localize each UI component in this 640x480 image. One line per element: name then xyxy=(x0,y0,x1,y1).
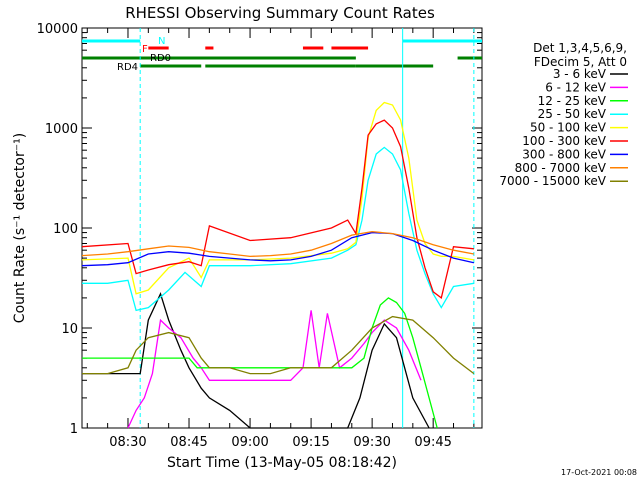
legend-label-1: 6 - 12 keV xyxy=(545,80,607,94)
flag-label-f: F xyxy=(142,44,148,55)
legend-header-line-1: Det 1,3,4,5,6,9, xyxy=(533,41,627,55)
y-tick-label-0: 1 xyxy=(70,422,78,437)
flag-label-n: N xyxy=(158,36,165,47)
x-tick-label-0: 08:30 xyxy=(109,435,146,450)
series-line-3 xyxy=(82,146,475,312)
chart-title: RHESSI Observing Summary Count Rates xyxy=(125,4,435,22)
legend-label-5: 100 - 300 keV xyxy=(522,134,606,148)
legend-label-2: 12 - 25 keV xyxy=(538,94,607,108)
legend-header-line-2: FDecim 5, Att 0 xyxy=(534,55,627,69)
y-tick-label-2: 100 xyxy=(53,222,78,237)
series-line-0 xyxy=(82,291,430,429)
x-tick-label-1: 08:45 xyxy=(170,435,207,450)
series-line-7 xyxy=(81,230,475,258)
legend-label-0: 3 - 6 keV xyxy=(553,67,607,81)
legend-label-3: 25 - 50 keV xyxy=(538,107,607,121)
legend-label-6: 300 - 800 keV xyxy=(522,147,606,161)
x-tick-label-5: 09:45 xyxy=(414,435,451,450)
y-axis-label: Count Rate (s⁻¹ detector⁻¹) xyxy=(12,133,28,323)
series-line-4 xyxy=(81,101,475,295)
flag-label-rd0: RD0 xyxy=(150,53,171,64)
flag-bars xyxy=(82,39,482,68)
y-tick-label-1: 10 xyxy=(61,322,78,337)
legend-label-7: 800 - 7000 keV xyxy=(515,161,607,175)
footer-date: 17-Oct-2021 00:08 xyxy=(561,468,637,477)
series-lines xyxy=(81,101,475,429)
legend-label-4: 50 - 100 keV xyxy=(530,121,607,135)
x-axis-label: Start Time (13-May-05 08:18:42) xyxy=(167,455,397,471)
series-line-8 xyxy=(82,315,475,375)
x-tick-label-4: 09:30 xyxy=(353,435,390,450)
series-line-5 xyxy=(81,119,474,300)
x-tick-label-3: 09:15 xyxy=(292,435,329,450)
series-line-2 xyxy=(82,297,438,429)
x-axis-ticks: 08:30 08:45 09:00 09:15 09:30 09:45 xyxy=(86,28,475,450)
y-axis-ticks: 1 10 100 1000 10000 xyxy=(37,22,482,437)
x-tick-label-2: 09:00 xyxy=(231,435,268,450)
y-tick-label-3: 1000 xyxy=(45,122,78,137)
y-tick-label-4: 10000 xyxy=(37,22,78,37)
flag-label-rd4: RD4 xyxy=(117,62,138,73)
legend-label-8: 7000 - 15000 keV xyxy=(499,174,606,188)
series-line-6 xyxy=(81,231,475,267)
